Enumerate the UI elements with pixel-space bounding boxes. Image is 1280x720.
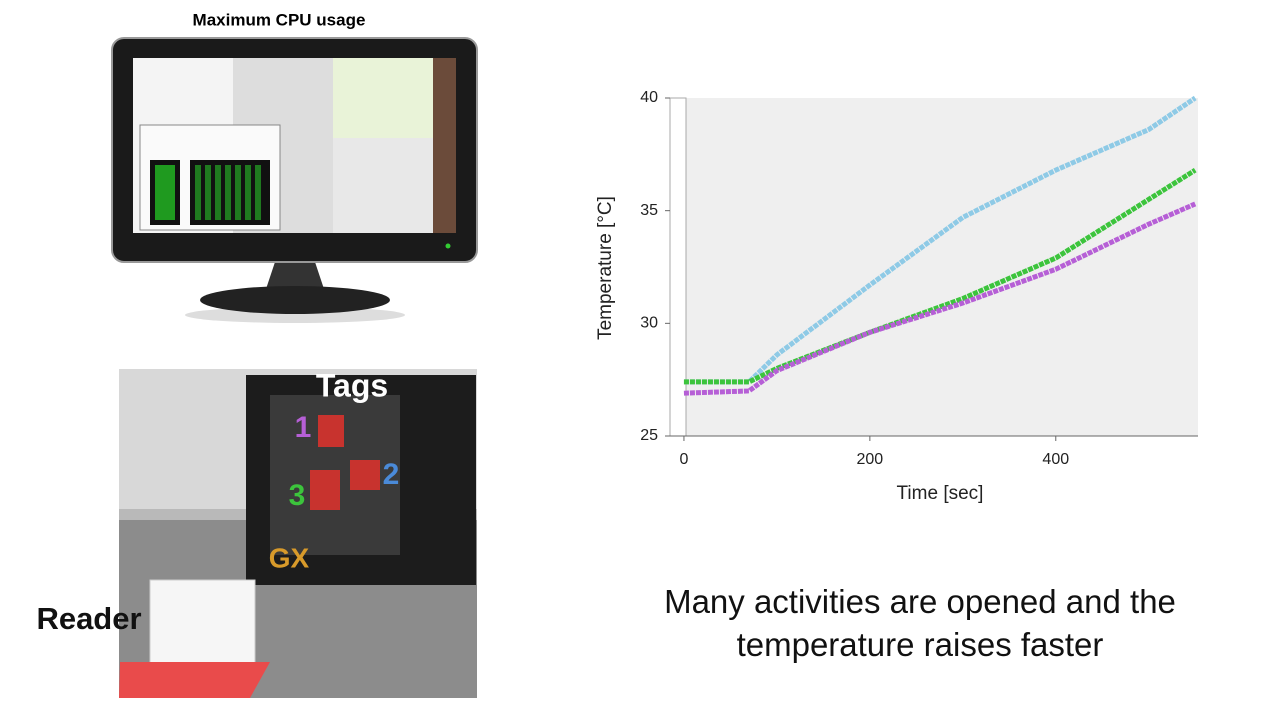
y-tick-label: 25 [640,427,658,444]
x-tick-label: 200 [857,451,884,468]
x-axis-label: Time [sec] [897,483,984,504]
y-tick-label: 40 [640,89,658,106]
monitor-illustration: Maximum CPU usage [111,10,478,323]
case-logo: GX [269,542,310,573]
scrollbar [669,97,687,437]
x-tick-label: 400 [1042,451,1069,468]
data-line [683,201,1197,396]
tags-label: Tags [316,367,388,403]
y-axis-label: Temperature [°C] [595,196,616,340]
monitor-title: Maximum CPU usage [193,10,366,29]
caption: Many activities are opened and the tempe… [664,583,1176,663]
tag-number: 3 [289,479,306,512]
tag-number: 2 [383,458,400,491]
tag-number: 1 [295,411,312,444]
y-tick-label: 35 [640,202,658,219]
reader-label: Reader [36,601,141,636]
plot-area [670,98,1198,436]
y-tick-label: 30 [640,315,658,332]
x-tick-label: 0 [679,451,688,468]
setup-photo: Tags 1 2 3 GX [119,367,477,698]
